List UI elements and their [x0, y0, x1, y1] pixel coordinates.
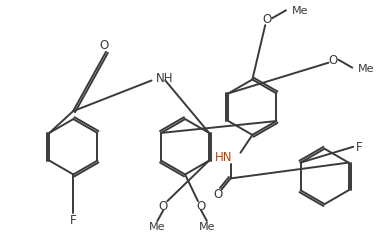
Text: O: O — [159, 199, 168, 212]
Text: O: O — [329, 54, 338, 67]
Text: Me: Me — [292, 6, 308, 16]
Text: F: F — [356, 141, 363, 154]
Text: F: F — [70, 214, 77, 227]
Text: O: O — [196, 199, 206, 212]
Text: O: O — [99, 39, 109, 52]
Text: HN: HN — [215, 150, 232, 164]
Text: NH: NH — [156, 72, 173, 85]
Text: O: O — [262, 13, 272, 26]
Text: Me: Me — [149, 221, 166, 231]
Text: Me: Me — [199, 221, 215, 231]
Text: Me: Me — [358, 64, 375, 73]
Text: O: O — [213, 187, 222, 200]
